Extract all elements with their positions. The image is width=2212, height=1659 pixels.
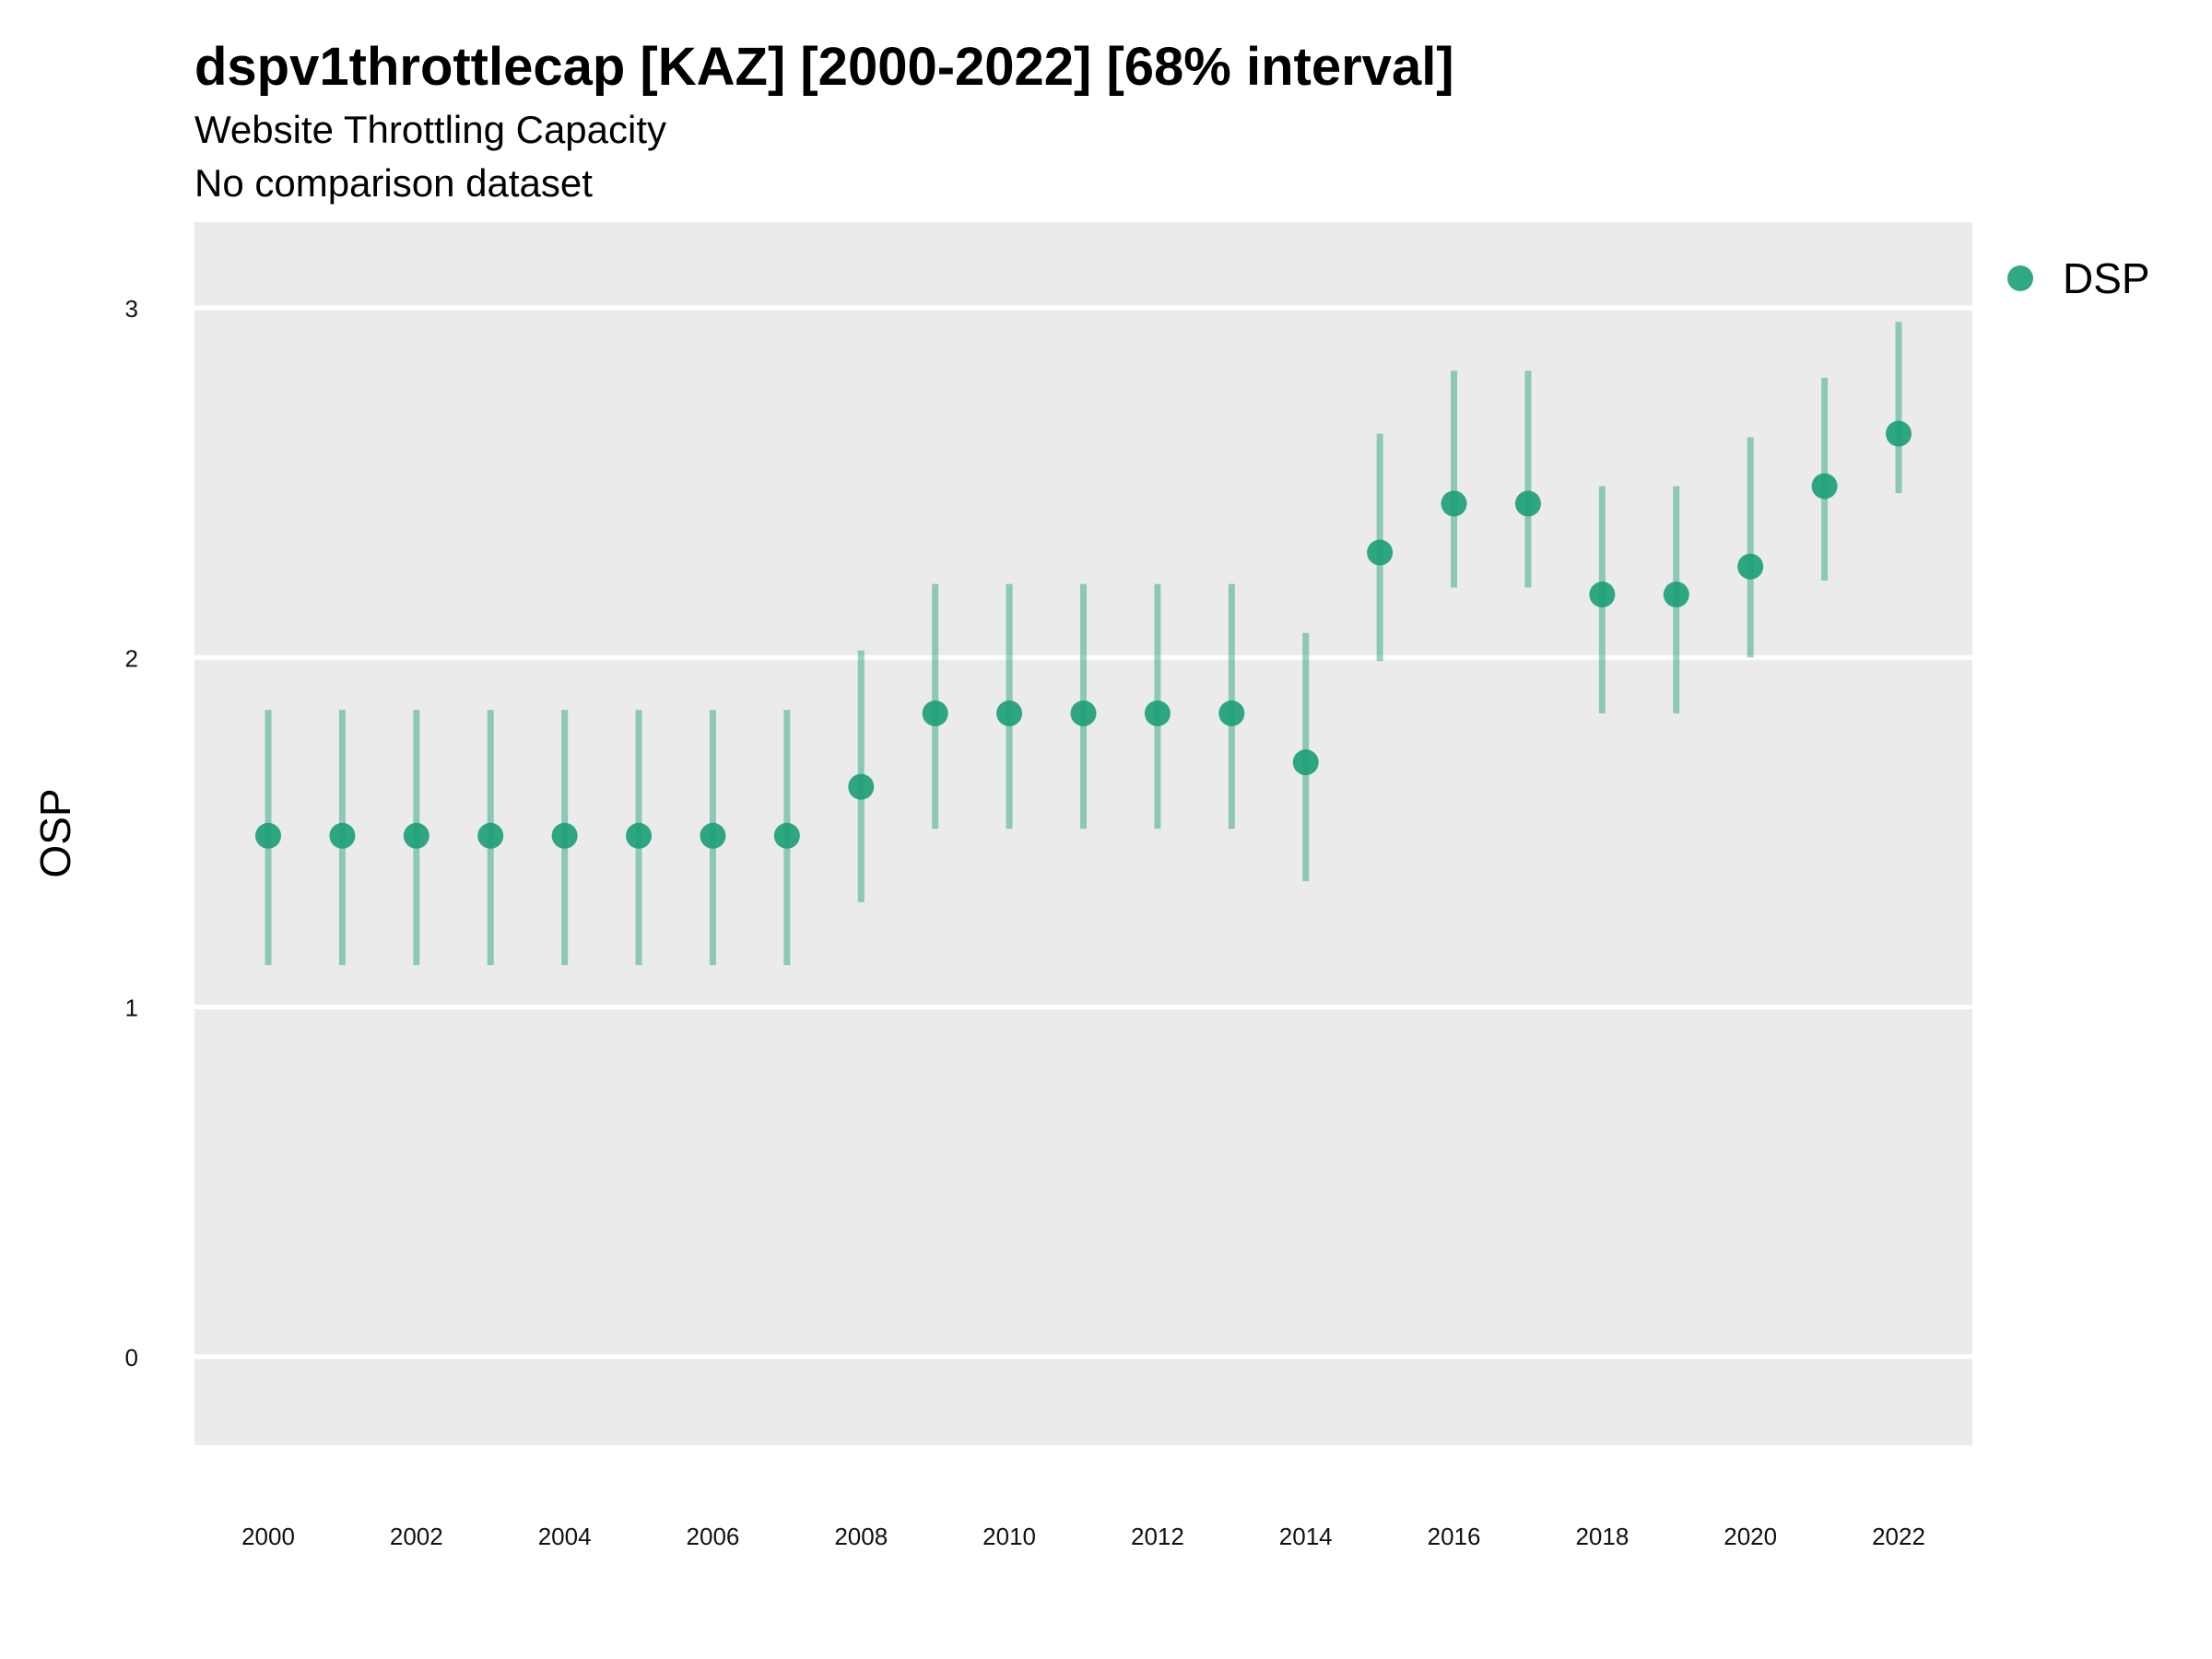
legend-key-dsp bbox=[2007, 265, 2033, 291]
data-point bbox=[848, 773, 875, 800]
data-point bbox=[1292, 749, 1319, 776]
x-tick-label: 2010 bbox=[982, 1523, 1036, 1550]
data-point bbox=[1441, 490, 1467, 517]
x-tick-label: 2000 bbox=[241, 1523, 295, 1550]
x-tick-label: 2022 bbox=[1872, 1523, 1925, 1550]
data-point bbox=[1218, 700, 1245, 727]
data-point bbox=[626, 822, 653, 849]
plot-panel bbox=[194, 222, 1972, 1445]
data-point bbox=[477, 822, 504, 849]
x-tick-label: 2006 bbox=[687, 1523, 740, 1550]
legend-label-dsp: DSP bbox=[2063, 254, 2150, 302]
x-tick-label: 2020 bbox=[1724, 1523, 1777, 1550]
data-point bbox=[403, 822, 429, 849]
x-tick-label: 2012 bbox=[1131, 1523, 1184, 1550]
x-tick-label: 2014 bbox=[1279, 1523, 1333, 1550]
data-point bbox=[1514, 490, 1541, 517]
data-point bbox=[996, 700, 1023, 727]
data-point bbox=[1663, 582, 1689, 608]
x-tick-label: 2018 bbox=[1575, 1523, 1629, 1550]
data-point bbox=[1144, 700, 1171, 727]
data-point bbox=[1070, 700, 1097, 727]
data-point bbox=[773, 822, 800, 849]
y-tick-label: 2 bbox=[125, 644, 138, 672]
data-point bbox=[700, 822, 726, 849]
data-point bbox=[329, 822, 356, 849]
chart-caption: No comparison dataset bbox=[194, 161, 593, 205]
x-tick-label: 2004 bbox=[538, 1523, 592, 1550]
chart-subtitle: Website Throttling Capacity bbox=[194, 108, 666, 151]
data-point bbox=[922, 700, 948, 727]
x-tick-label: 2002 bbox=[390, 1523, 443, 1550]
data-point bbox=[551, 822, 578, 849]
data-point bbox=[1737, 553, 1764, 580]
y-tick-label: 3 bbox=[125, 295, 138, 323]
y-tick-label: 1 bbox=[125, 994, 138, 1022]
data-point bbox=[1589, 582, 1616, 608]
data-point bbox=[1367, 539, 1394, 566]
y-axis-label: OSP bbox=[31, 788, 79, 877]
y-tick-label: 0 bbox=[125, 1344, 138, 1371]
data-point bbox=[255, 822, 281, 849]
data-point bbox=[1811, 473, 1838, 500]
legend: DSP bbox=[2007, 254, 2150, 302]
data-point bbox=[1886, 420, 1912, 447]
x-tick-label: 2016 bbox=[1428, 1523, 1481, 1550]
chart-title: dspv1throttlecap [KAZ] [2000-2022] [68% … bbox=[194, 37, 1454, 97]
x-tick-label: 2008 bbox=[834, 1523, 888, 1550]
